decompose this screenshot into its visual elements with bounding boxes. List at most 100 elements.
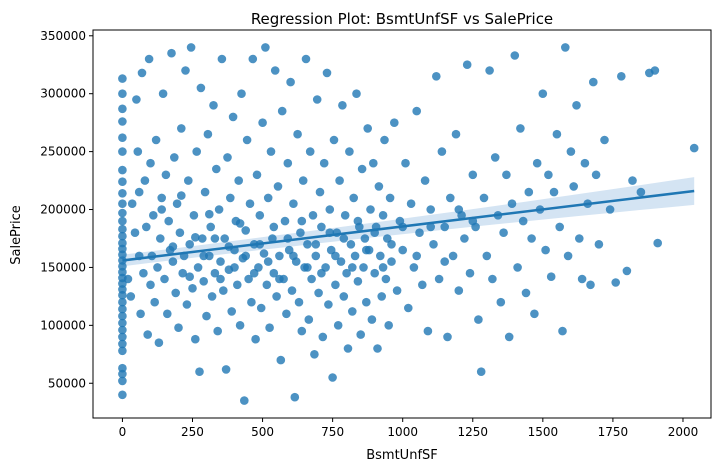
y-axis-label: SalePrice	[9, 205, 24, 265]
scatter-point	[206, 222, 215, 232]
scatter-point	[310, 350, 319, 359]
scatter-point	[485, 66, 494, 75]
scatter-point	[252, 170, 262, 180]
scatter-point	[171, 288, 180, 298]
scatter-point	[390, 118, 399, 127]
scatter-point	[314, 288, 323, 298]
scatter-point	[305, 147, 315, 156]
scatter-point	[362, 297, 371, 307]
scatter-point	[161, 170, 171, 180]
scatter-point	[280, 216, 290, 226]
scatter-point	[235, 321, 245, 330]
scatter-point	[258, 118, 267, 127]
scatter-point	[360, 234, 370, 243]
scatter-point	[140, 176, 150, 185]
scatter-point	[370, 268, 380, 278]
scatter-point	[142, 222, 151, 232]
scatter-point	[348, 307, 357, 316]
scatter-point	[357, 164, 367, 174]
scatter-point	[263, 193, 273, 203]
scatter-point	[255, 211, 265, 220]
scatter-point	[268, 234, 277, 243]
scatter-point	[168, 242, 178, 251]
scatter-point	[263, 257, 273, 266]
y-tick-label: 250000	[40, 145, 86, 159]
scatter-point	[177, 191, 186, 200]
y-tick-label: 200000	[40, 203, 86, 217]
scatter-point	[207, 292, 217, 301]
scatter-point	[429, 240, 438, 249]
scatter-point	[275, 274, 284, 284]
x-tick-label: 1250	[457, 425, 488, 439]
scatter-point	[589, 77, 598, 87]
scatter-point	[594, 240, 604, 249]
scatter-point	[591, 170, 601, 180]
scatter-point	[130, 228, 140, 237]
y-tick-label: 350000	[40, 29, 86, 43]
x-tick-label: 250	[181, 425, 204, 439]
scatter-point	[474, 315, 483, 324]
scatter-point	[181, 66, 190, 75]
scatter-point	[356, 330, 366, 339]
scatter-point	[150, 297, 159, 307]
scatter-point	[366, 205, 375, 214]
scatter-point	[303, 263, 312, 272]
scatter-point	[136, 309, 145, 319]
scatter-point	[513, 263, 522, 272]
scatter-point	[118, 165, 127, 175]
scatter-point	[118, 332, 127, 342]
scatter-point	[118, 199, 127, 208]
scatter-point	[387, 240, 396, 249]
scatter-point	[418, 280, 427, 290]
scatter-point	[219, 286, 228, 295]
scatter-point	[118, 318, 127, 328]
scatter-point	[289, 199, 298, 208]
scatter-point	[177, 124, 186, 133]
y-ticks-layer: 50000 100000 150000 200000 250000 300000 35000…	[40, 29, 93, 390]
scatter-point	[287, 286, 297, 295]
scatter-point	[188, 284, 197, 293]
scatter-point	[558, 326, 567, 336]
scatter-point	[569, 182, 578, 191]
scatter-point	[209, 101, 218, 110]
scatter-point	[586, 280, 595, 290]
scatter-point	[546, 272, 556, 282]
scatter-points-layer	[118, 43, 699, 405]
scatter-point	[479, 193, 489, 203]
scatter-point	[426, 205, 436, 214]
scatter-point	[524, 187, 534, 197]
scatter-point	[144, 54, 154, 64]
scatter-point	[460, 234, 469, 243]
scatter-point	[153, 263, 162, 272]
scatter-point	[538, 89, 548, 98]
scatter-point	[297, 216, 307, 226]
scatter-point	[189, 211, 199, 220]
scatter-point	[175, 228, 185, 237]
scatter-point	[566, 147, 576, 156]
scatter-point	[241, 251, 250, 261]
scatter-point	[118, 376, 127, 386]
scatter-point	[210, 234, 220, 243]
x-tick-label: 1000	[387, 425, 418, 439]
scatter-point	[273, 182, 283, 191]
scatter-point	[628, 176, 637, 185]
scatter-point	[261, 43, 270, 52]
scatter-point	[331, 251, 340, 261]
scatter-point	[322, 68, 332, 78]
x-ticks-layer: 0 250 500 750 1000 1250 1500 1750 2000	[119, 418, 698, 439]
scatter-point	[192, 147, 201, 156]
scatter-point	[521, 288, 531, 298]
scatter-point	[191, 334, 200, 344]
scatter-point	[636, 187, 646, 197]
scatter-point	[317, 268, 326, 278]
scatter-point	[348, 263, 357, 272]
y-tick-label: 300000	[40, 87, 86, 101]
scatter-point	[437, 147, 447, 156]
scatter-point	[359, 263, 368, 272]
scatter-point	[376, 251, 385, 261]
scatter-point	[156, 234, 165, 243]
y-tick-label: 50000	[48, 376, 86, 390]
scatter-point	[123, 274, 133, 284]
scatter-point	[227, 307, 236, 316]
scatter-point	[420, 176, 430, 185]
